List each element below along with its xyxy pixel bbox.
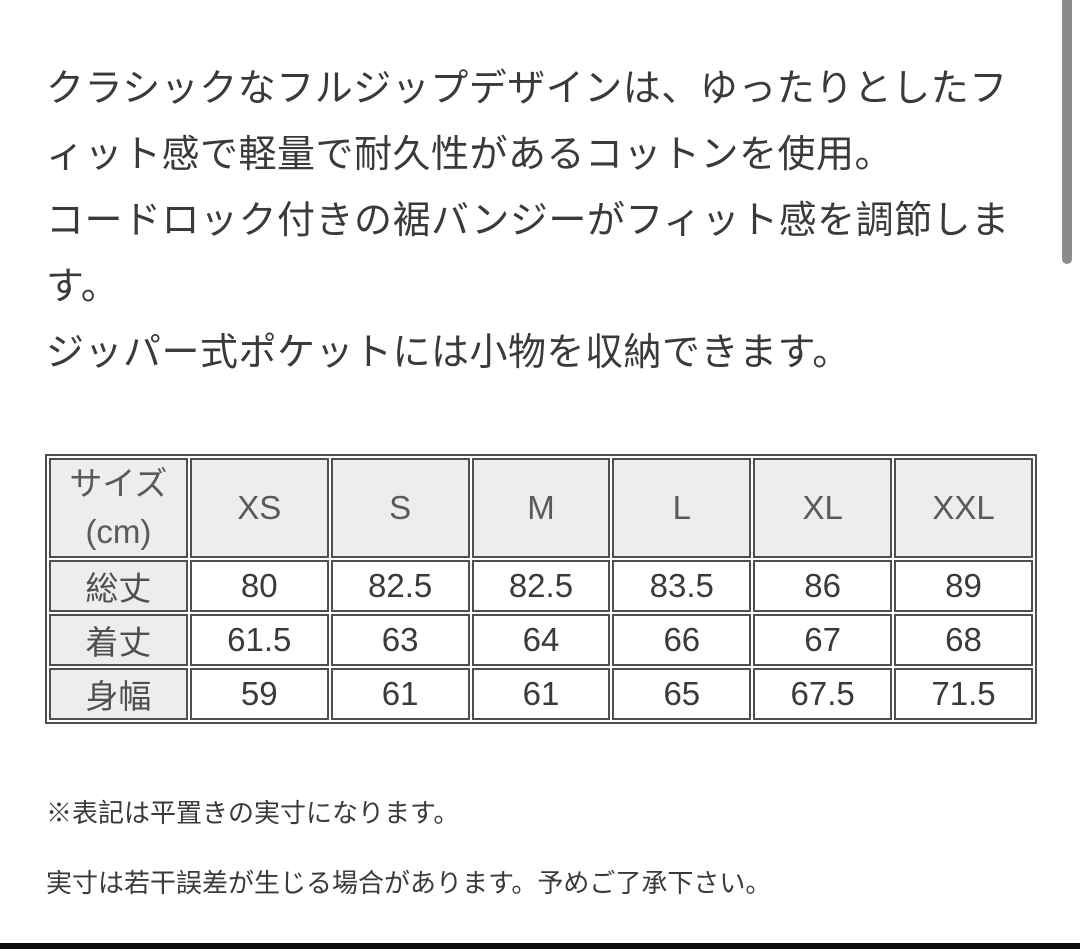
description-line-3: コードロック付きの裾バンジーがフィット感を調節しま: [46, 200, 1010, 242]
column-header-l: L: [612, 458, 752, 558]
size-unit-label: (cm): [85, 513, 152, 550]
cell-body-width-xl: 67.5: [753, 668, 893, 720]
description-line-4: す。: [46, 266, 120, 308]
cell-total-length-xl: 86: [753, 560, 893, 612]
vertical-scrollbar-thumb[interactable]: [1062, 0, 1072, 264]
size-chart-header-row: サイズ (cm) XS S M L XL XXL: [49, 458, 1033, 558]
description-line-1: クラシックなフルジップデザインは、ゆったりとしたフ: [46, 68, 1008, 110]
column-header-xs: XS: [189, 458, 329, 558]
column-header-m: M: [471, 458, 611, 558]
cell-body-length-xxl: 68: [894, 614, 1033, 666]
cell-body-length-xs: 61.5: [189, 614, 329, 666]
cell-total-length-s: 82.5: [330, 560, 470, 612]
cell-body-width-l: 65: [612, 668, 752, 720]
description-line-2: ィット感で軽量で耐久性があるコットンを使用。: [46, 134, 894, 176]
table-row-total-length: 総丈 80 82.5 82.5 83.5 86 89: [49, 560, 1033, 612]
size-unit-header-cell: サイズ (cm): [49, 458, 188, 558]
cell-body-width-xs: 59: [189, 668, 329, 720]
column-header-xl: XL: [753, 458, 893, 558]
size-chart-table: サイズ (cm) XS S M L XL XXL 総丈 80 82.5 82.5…: [45, 454, 1037, 724]
row-label-total-length: 総丈: [49, 560, 188, 612]
row-label-body-length: 着丈: [49, 614, 188, 666]
note-line-1: ※表記は平置きの実寸になります。: [46, 798, 460, 828]
note-line-2: 実寸は若干誤差が生じる場合があります。予めご了承下さい。: [46, 868, 772, 898]
cell-total-length-xxl: 89: [894, 560, 1033, 612]
cell-body-width-s: 61: [330, 668, 470, 720]
bottom-edge-bar: [0, 943, 1080, 949]
product-description-text: クラシックなフルジップデザインは、ゆったりとしたフ ィット感で軽量で耐久性がある…: [46, 56, 1038, 386]
table-row-body-width: 身幅 59 61 61 65 67.5 71.5: [49, 668, 1033, 720]
column-header-s: S: [330, 458, 470, 558]
size-label: サイズ: [69, 465, 168, 502]
cell-total-length-xs: 80: [189, 560, 329, 612]
cell-body-length-s: 63: [330, 614, 470, 666]
column-header-xxl: XXL: [894, 458, 1033, 558]
cell-body-length-m: 64: [471, 614, 611, 666]
cell-total-length-m: 82.5: [471, 560, 611, 612]
cell-total-length-l: 83.5: [612, 560, 752, 612]
description-line-5: ジッパー式ポケットには小物を収納できます。: [46, 332, 851, 374]
cell-body-width-xxl: 71.5: [894, 668, 1033, 720]
table-row-body-length: 着丈 61.5 63 64 66 67 68: [49, 614, 1033, 666]
cell-body-width-m: 61: [471, 668, 611, 720]
cell-body-length-xl: 67: [753, 614, 893, 666]
measurement-notes: ※表記は平置きの実寸になります。 実寸は若干誤差が生じる場合があります。予めご了…: [46, 778, 1038, 918]
row-label-body-width: 身幅: [49, 668, 188, 720]
cell-body-length-l: 66: [612, 614, 752, 666]
